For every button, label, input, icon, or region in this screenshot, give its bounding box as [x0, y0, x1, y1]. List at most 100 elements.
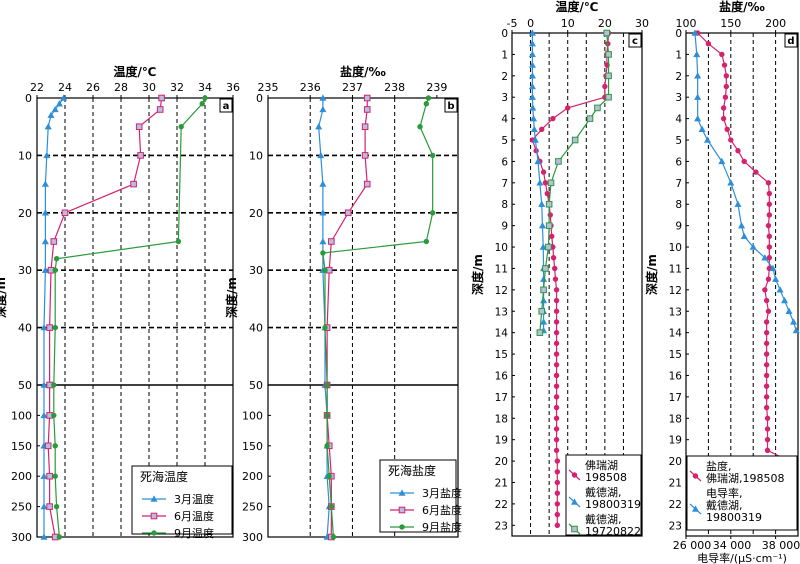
data-point [324, 412, 330, 419]
data-point [319, 237, 327, 245]
data-point [553, 308, 560, 314]
data-point [52, 267, 58, 273]
data-point [363, 106, 371, 113]
panel-a-temperature-dead-sea: 22 24 26 28 30 32 34 36 0 10 20 30 40 50 100 150 200 250 3… [0, 64, 240, 544]
plot-frame [685, 32, 799, 537]
data-point [766, 233, 773, 240]
data-point [545, 243, 552, 251]
data-point [721, 62, 728, 68]
data-point [46, 503, 53, 510]
legend-entry: 盐度, [706, 459, 732, 473]
y-tick-label: 2 [501, 71, 508, 83]
data-point [554, 469, 561, 475]
y-tick-label: 16 [495, 370, 509, 382]
data-point [586, 115, 594, 122]
legend-entry: 3月温度 [174, 492, 214, 506]
data-point [52, 324, 58, 331]
y-axis-label: 深度/m [644, 254, 659, 295]
data-point [46, 324, 53, 331]
y-tick-label: 19 [669, 435, 682, 447]
y-tick-label: 6 [675, 156, 682, 168]
data-point [728, 137, 734, 143]
data-point [565, 105, 571, 111]
data-point [540, 286, 547, 294]
data-point [781, 296, 789, 304]
x-tick-label: 10 [561, 17, 575, 30]
data-point [51, 105, 59, 113]
data-point [425, 95, 432, 101]
data-point [553, 297, 560, 304]
y-tick-label: 20 [495, 456, 508, 468]
data-point [792, 326, 800, 334]
data-point [539, 243, 547, 250]
data-point [720, 105, 727, 111]
data-point [766, 212, 773, 218]
data-point [539, 126, 545, 133]
legend-entry: 19800319 [706, 511, 762, 524]
y-tick-label: 50 [249, 379, 263, 392]
data-point [429, 210, 436, 216]
x-tick-label: 236 [300, 81, 321, 94]
data-point [694, 93, 702, 100]
x-tick-label: 34 [198, 81, 212, 94]
y-axis-label: 深度/m [0, 277, 8, 318]
y-tick-label: 30 [249, 264, 263, 277]
x-tick-label: 36 [226, 81, 240, 94]
data-point [528, 29, 536, 36]
panel-letter: c [632, 36, 638, 47]
data-point [319, 105, 327, 113]
x-tick-label: 238 [384, 81, 405, 94]
y-tick-label: 21 [495, 477, 508, 489]
panel-letter: d [787, 36, 794, 47]
data-point [417, 123, 423, 130]
data-point [55, 100, 63, 107]
data-point [315, 123, 323, 130]
data-point [531, 136, 539, 143]
legend-entry: 戴德湖, [585, 485, 622, 499]
x-tick-label: 0 [527, 17, 534, 30]
legend-swatch-marker [398, 506, 406, 514]
legend-swatch-marker [691, 505, 700, 512]
legend-entry: 电导率, [706, 486, 743, 500]
x-tick-label: 32 [170, 81, 184, 94]
data-point [553, 404, 560, 411]
series-3 [320, 95, 436, 540]
data-point [40, 502, 48, 510]
legend-entry: 198508 [585, 471, 627, 484]
data-point [53, 256, 60, 262]
data-point [694, 72, 702, 79]
y-tick-label: 20 [249, 207, 263, 220]
data-point [763, 404, 770, 411]
data-point [538, 200, 546, 207]
data-point [762, 287, 768, 293]
x-tick-label: 235 [258, 81, 279, 94]
data-point [553, 329, 560, 336]
legend-swatch-marker [571, 525, 578, 533]
data-point [705, 41, 712, 47]
data-point [528, 61, 536, 68]
y-tick-label: 250 [242, 501, 263, 514]
data-point [56, 534, 63, 540]
data-point [785, 307, 793, 314]
data-point [763, 340, 770, 347]
data-point [766, 201, 773, 207]
x-tick-label: 26 [86, 81, 100, 94]
data-point [553, 362, 560, 368]
data-point [547, 179, 555, 187]
x-tick-label: 30 [142, 81, 156, 94]
data-point [603, 29, 611, 37]
y-tick-label: 5 [501, 135, 508, 147]
data-point [528, 72, 536, 79]
panel-letter: a [223, 101, 230, 112]
data-point [553, 447, 560, 454]
plot-frame [36, 97, 234, 538]
legend-entry: 6月盐度 [422, 503, 462, 517]
y-tick-label: 8 [501, 199, 508, 211]
data-point [46, 472, 53, 480]
data-point [536, 329, 544, 336]
data-point [175, 238, 182, 245]
y-axis-label: 深度/m [224, 277, 239, 318]
data-point [202, 95, 208, 101]
legend-box [379, 459, 457, 533]
legend-swatch-marker [399, 524, 405, 530]
